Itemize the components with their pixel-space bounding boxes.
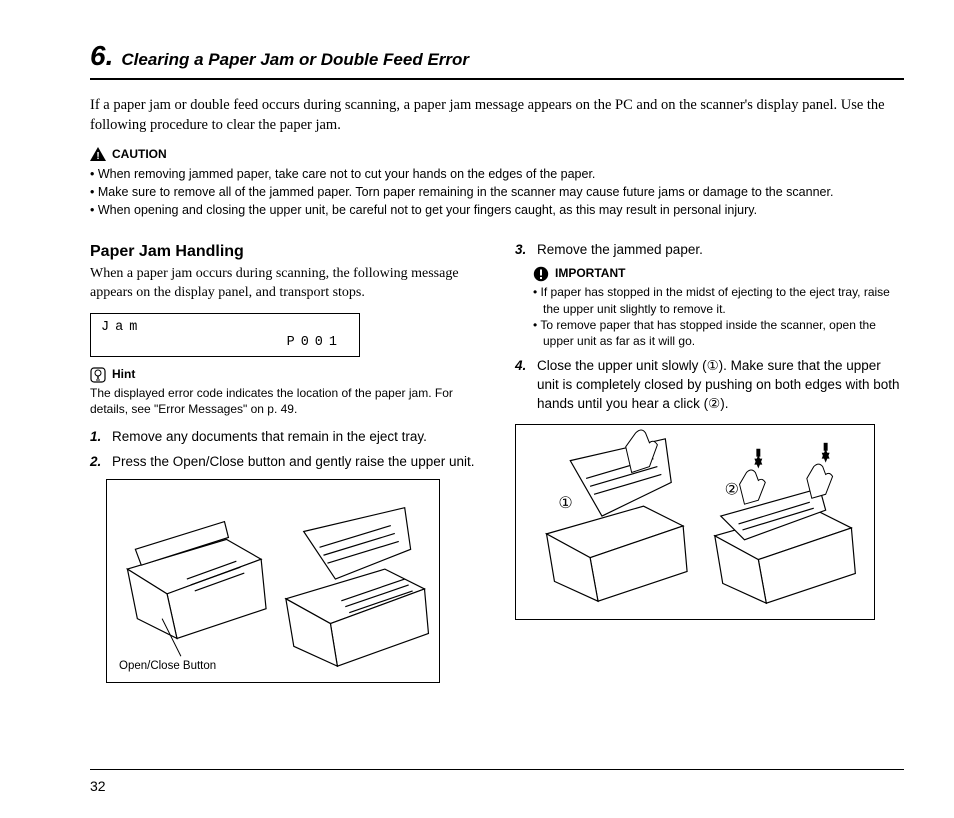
hint-header: Hint (90, 367, 479, 381)
svg-text:!: ! (96, 151, 99, 161)
figure-caption: Open/Close Button (119, 660, 216, 672)
important-list: If paper has stopped in the midst of eje… (533, 284, 904, 349)
chapter-title-row: 6. Clearing a Paper Jam or Double Feed E… (90, 40, 904, 80)
important-item: If paper has stopped in the midst of eje… (533, 284, 904, 316)
caution-item: When opening and closing the upper unit,… (90, 201, 904, 219)
figure-open-close: Open/Close Button (106, 479, 440, 683)
caution-header: ! CAUTION (90, 147, 904, 161)
page-footer: 32 (90, 769, 904, 794)
right-steps-group-1: Remove the jammed paper. (515, 241, 904, 260)
page-number: 32 (90, 778, 106, 794)
display-line-1: Jam (101, 320, 349, 335)
display-panel-box: Jam P001 (90, 313, 360, 357)
important-label: IMPORTANT (555, 266, 625, 280)
circled-one-marker: ① (558, 495, 572, 512)
important-item: To remove paper that has stopped inside … (533, 317, 904, 349)
section-intro: When a paper jam occurs during scanning,… (90, 265, 479, 303)
caution-item: Make sure to remove all of the jammed pa… (90, 183, 904, 201)
caution-label: CAUTION (112, 147, 167, 161)
hint-text: The displayed error code indicates the l… (90, 385, 479, 417)
left-steps: Remove any documents that remain in the … (90, 428, 479, 472)
circled-two-marker: ② (725, 481, 739, 498)
right-column: Remove the jammed paper. IMPORTANT If pa… (515, 235, 904, 683)
right-steps-group-2: Close the upper unit slowly (①). Make su… (515, 357, 904, 414)
section-title: Paper Jam Handling (90, 243, 479, 261)
step-item: Remove any documents that remain in the … (108, 428, 479, 447)
figure-close-unit: ① (515, 424, 875, 620)
chapter-number: 6. (90, 40, 113, 72)
hint-label: Hint (112, 367, 135, 381)
caution-item: When removing jammed paper, take care no… (90, 165, 904, 183)
intro-paragraph: If a paper jam or double feed occurs dur… (90, 95, 904, 136)
important-icon (533, 266, 549, 280)
left-column: Paper Jam Handling When a paper jam occu… (90, 235, 479, 683)
caution-list: When removing jammed paper, take care no… (90, 165, 904, 219)
caution-icon: ! (90, 147, 106, 161)
page: 6. Clearing a Paper Jam or Double Feed E… (0, 0, 954, 818)
step-item: Close the upper unit slowly (①). Make su… (533, 357, 904, 414)
two-column-layout: Paper Jam Handling When a paper jam occu… (90, 235, 904, 683)
display-line-2: P001 (101, 335, 349, 350)
chapter-title: Clearing a Paper Jam or Double Feed Erro… (121, 50, 469, 70)
step-item: Remove the jammed paper. (533, 241, 904, 260)
hint-icon (90, 367, 106, 381)
step-item: Press the Open/Close button and gently r… (108, 453, 479, 472)
important-block: IMPORTANT If paper has stopped in the mi… (533, 266, 904, 349)
important-header: IMPORTANT (533, 266, 904, 280)
